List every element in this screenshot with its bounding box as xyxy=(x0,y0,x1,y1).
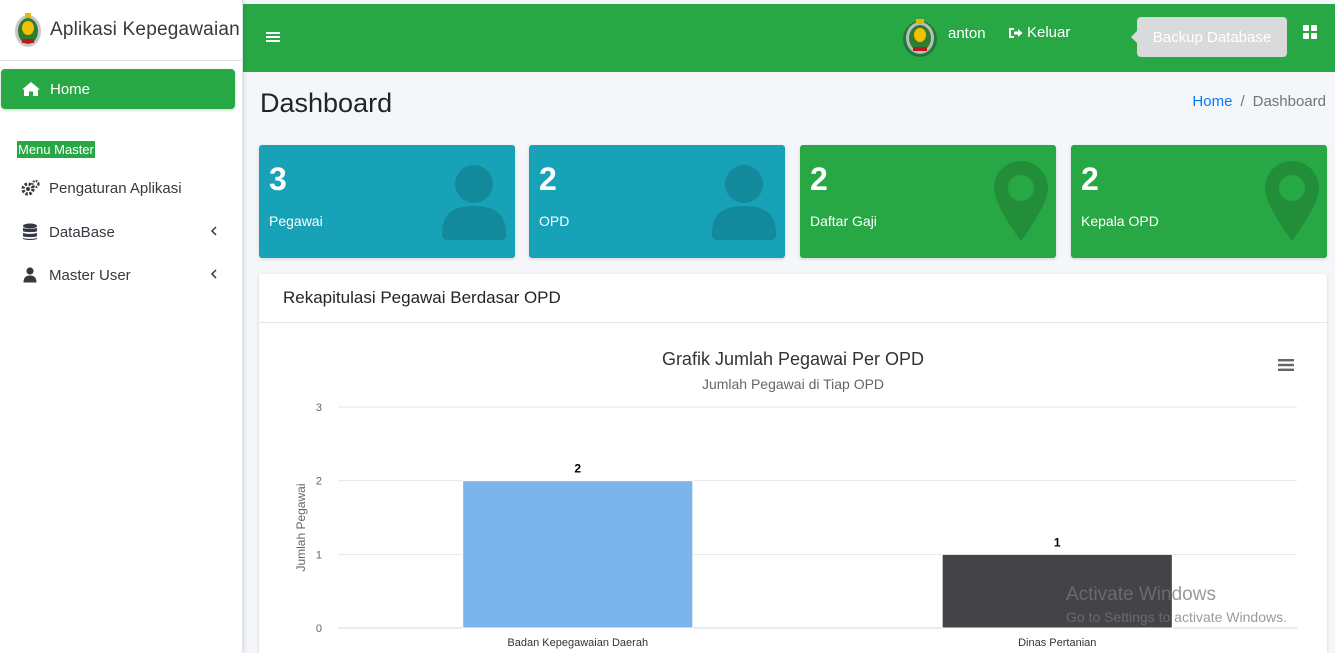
page-title: Dashboard xyxy=(260,88,393,118)
sidebar: Aplikasi Kepegawaian Home Menu Master Pe… xyxy=(0,0,243,653)
x-tick-label: Badan Kepegawaian Daerah xyxy=(507,637,648,649)
sidebar-item-label: Master User xyxy=(49,266,131,284)
home-icon xyxy=(21,81,41,97)
chevron-left-icon xyxy=(210,269,217,279)
stat-card-kepala-opd[interactable]: 2 Kepala OPD xyxy=(1071,145,1327,258)
top-navbar: anton Keluar Backup Database xyxy=(243,4,1335,72)
activation-watermark-title: Activate Windows xyxy=(1066,584,1216,605)
chart-context-menu-icon[interactable] xyxy=(1278,358,1294,372)
data-label: 1 xyxy=(1054,535,1061,549)
stat-card-daftar-gaji[interactable]: 2 Daftar Gaji xyxy=(800,145,1056,258)
activation-watermark-text: Go to Settings to activate Windows. xyxy=(1066,609,1287,625)
stat-label: OPD xyxy=(539,213,570,229)
breadcrumb: Home / Dashboard xyxy=(1192,93,1326,110)
bar xyxy=(941,553,1173,629)
sidebar-section-header: Menu Master xyxy=(17,141,95,158)
stat-label: Pegawai xyxy=(269,213,323,229)
sign-out-icon xyxy=(1009,27,1023,38)
breadcrumb-separator: / xyxy=(1240,93,1245,110)
backup-database-button[interactable]: Backup Database xyxy=(1131,17,1287,57)
sidebar-item-master-user[interactable]: Master User xyxy=(0,257,242,293)
user-icon xyxy=(20,266,40,284)
y-tick-label: 1 xyxy=(316,549,322,561)
logout-label: Keluar xyxy=(1027,24,1071,41)
card-title: Rekapitulasi Pegawai Berdasar OPD xyxy=(259,274,1327,323)
map-marker-icon xyxy=(1265,161,1319,241)
map-marker-icon xyxy=(994,161,1048,241)
gears-icon xyxy=(20,179,40,197)
y-axis-label: Jumlah Pegawai xyxy=(294,483,308,571)
breadcrumb-current: Dashboard xyxy=(1252,93,1326,110)
sidebar-item-label: Home xyxy=(50,80,91,98)
y-tick-label: 2 xyxy=(316,476,322,488)
person-icon xyxy=(712,165,776,240)
x-tick-label: Dinas Pertanian xyxy=(1018,637,1096,649)
logout-button[interactable]: Keluar xyxy=(1008,24,1070,41)
stat-value: 3 xyxy=(269,161,287,197)
database-icon xyxy=(20,223,40,241)
sidebar-item-pengaturan-aplikasi[interactable]: Pengaturan Aplikasi xyxy=(0,170,242,206)
avatar[interactable] xyxy=(901,16,939,58)
bar xyxy=(462,480,694,629)
sidebar-item-database[interactable]: DataBase xyxy=(0,214,242,250)
y-tick-label: 0 xyxy=(316,623,322,635)
sidebar-item-home[interactable]: Home xyxy=(1,69,235,109)
stat-value: 2 xyxy=(810,161,828,197)
chart-card: Rekapitulasi Pegawai Berdasar OPD Grafik… xyxy=(259,274,1327,653)
sidebar-item-label: DataBase xyxy=(49,223,115,241)
stat-card-pegawai[interactable]: 3 Pegawai xyxy=(259,145,515,258)
brand[interactable]: Aplikasi Kepegawaian xyxy=(0,0,242,61)
stat-label: Kepala OPD xyxy=(1081,213,1159,229)
chart-title: Grafik Jumlah Pegawai Per OPD xyxy=(661,349,925,369)
stat-label: Daftar Gaji xyxy=(810,213,877,229)
grid-icon[interactable] xyxy=(1303,25,1317,39)
sidebar-item-label: Pengaturan Aplikasi xyxy=(49,179,182,197)
chart-subtitle: Jumlah Pegawai di Tiap OPD xyxy=(701,376,885,392)
logo-icon xyxy=(15,13,41,47)
data-label: 2 xyxy=(574,462,581,476)
stat-card-opd[interactable]: 2 OPD xyxy=(529,145,785,258)
hamburger-menu-icon[interactable] xyxy=(265,30,281,44)
y-tick-label: 3 xyxy=(316,402,322,414)
stat-value: 2 xyxy=(1081,161,1099,197)
bar-chart: 0 1 2 3 Jumlah Pegawai 2 Badan Kepegawaian Dae… xyxy=(294,402,1297,649)
user-name[interactable]: anton xyxy=(948,25,986,42)
stat-value: 2 xyxy=(539,161,557,197)
brand-text: Aplikasi Kepegawaian xyxy=(50,19,240,40)
person-icon xyxy=(442,165,506,240)
breadcrumb-home-link[interactable]: Home xyxy=(1192,93,1233,110)
chevron-left-icon xyxy=(210,226,217,236)
